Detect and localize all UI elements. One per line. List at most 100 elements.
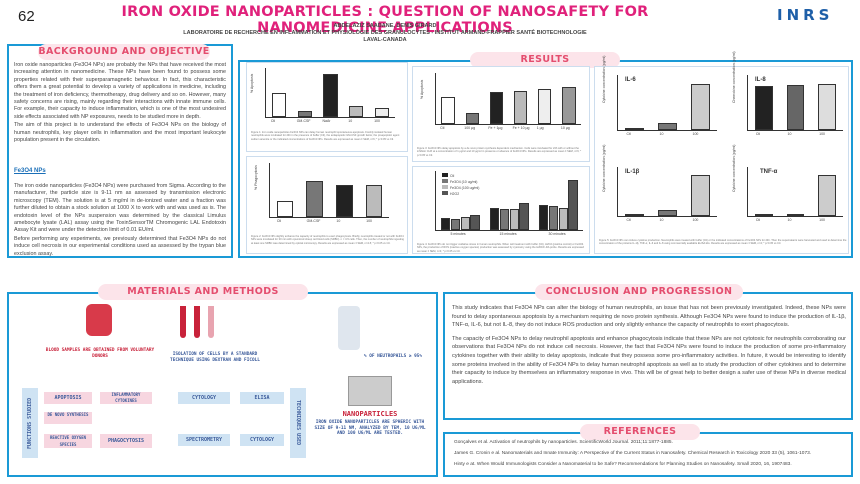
- tick-label: 15 minutes: [499, 232, 517, 236]
- tick-label: 100: [819, 218, 825, 222]
- chart-bar: [625, 214, 644, 216]
- chart-bar: [519, 203, 529, 230]
- chart-bar: [538, 89, 552, 124]
- tick-label: 100: [366, 219, 372, 223]
- fig5-panel: IL-6 Ctl 10 100 Cytokine concentration (pg/…: [594, 51, 849, 254]
- methods-title: MATERIALS AND METHODS: [98, 284, 308, 300]
- legend-entry: Fe3O4 (10 ug/ml): [442, 179, 477, 184]
- functions-label: FUNCTIONS STUDIED: [22, 388, 38, 458]
- logo-text: INRS: [777, 6, 834, 24]
- il8-plot: Ctl 10 100 Chemokine concentration (pg/ml): [732, 51, 843, 136]
- fig4-caption: Figure 4: Fe3O4 NPs do not trigger oxida…: [417, 243, 584, 253]
- legend-entry: Fe3O4 (100 ug/ml): [442, 185, 479, 190]
- chart-bar: [336, 184, 353, 217]
- np-text: The iron oxide nanoparticles (Fe3O4 NPs)…: [14, 183, 226, 259]
- background-title: BACKGROUND AND OBJECTIVE: [38, 44, 210, 60]
- chart-bar: [691, 84, 710, 130]
- chart-bar: [460, 217, 470, 230]
- y-axis-label: % Phagocytosis: [254, 165, 258, 190]
- chart-bar: [450, 219, 460, 230]
- chart-bar: [818, 84, 836, 130]
- reference-item: James G. Cronin e al. Nanomaterials and …: [454, 451, 812, 456]
- chart-bar: [489, 207, 500, 230]
- chart-bar: [271, 93, 286, 117]
- tick-label: Ctl: [755, 132, 761, 136]
- methods-neutrophils: % OF NEUTROPHILS ≥ 95%: [363, 354, 423, 359]
- fig2-panel: Ctl GM-CSF 10 100 % Phagocytosis Figure 2: F…: [246, 156, 408, 254]
- tem-image: [348, 376, 392, 406]
- fig4-panel: 5 minutes 15 minutes 30 minutes Ctl Fe3O4 (1…: [412, 166, 590, 254]
- references-title: REFERENCES: [580, 424, 700, 440]
- fig1-plot: Ctl GM-CSF NaAr 10 100 % Apoptosis: [250, 68, 395, 123]
- chart-bar: [509, 208, 519, 230]
- tick-label: 100: [374, 119, 380, 123]
- tube-icon-3: [208, 306, 214, 338]
- background-p2: The aim of this project is to understand…: [14, 122, 226, 144]
- fig3-panel: Ctl 100 µg Fe + 1µg Fe + 10 µg 1 µg 10 µg % Ap…: [412, 66, 590, 162]
- tick-label: Fe + 10 µg: [512, 126, 530, 130]
- chart-bar: [658, 122, 677, 130]
- tnfa-label: TNF-α: [760, 169, 778, 175]
- lab-name: LABORATOIRE DE RECHERCHE EN INFLAMMATION…: [183, 30, 587, 36]
- chart-bar: [691, 175, 710, 216]
- fig2-plot: Ctl GM-CSF 10 100 % Phagocytosis: [254, 163, 389, 223]
- il1b-plot: Ctl 10 100 Cytokine concentration (pg/ml): [602, 144, 717, 222]
- y-axis-label: Cytokine concentration (pg/ml): [732, 144, 736, 192]
- chart-bar: [625, 128, 644, 130]
- chart-bar: [297, 111, 312, 117]
- fig4-plot: 5 minutes 15 minutes 30 minutes Ctl Fe3O4 (1…: [435, 171, 583, 236]
- tick-label: GM-CSF: [306, 219, 321, 223]
- y-axis-label: Chemokine concentration (pg/ml): [732, 50, 736, 103]
- chart-bar: [658, 209, 677, 216]
- references-list: Gonçalves et al. Activation of neutrophi…: [454, 440, 844, 468]
- tube-icon: [180, 306, 186, 338]
- fig3-caption: Figure 3: Fe3O4 NPs delay apoptosis by a…: [417, 147, 582, 157]
- chart-bar: [786, 214, 805, 216]
- chart-bar: [548, 206, 558, 230]
- conclusion-text: This study indicates that Fe3O4 NPs can …: [452, 304, 846, 387]
- blood-bag-icon: [86, 304, 112, 336]
- fn-ros: REACTIVE OXYGEN SPECIES: [44, 434, 92, 448]
- conclusion-title: CONCLUSION AND PROGRESSION: [535, 284, 743, 300]
- tick-label: Ctl: [755, 218, 761, 222]
- il6-label: IL-6: [625, 77, 636, 83]
- tube-icon-2: [194, 306, 200, 338]
- methods-np-title: NANOPARTICLES: [342, 410, 398, 418]
- chart-bar: [441, 97, 455, 124]
- il8-label: IL-8: [755, 77, 766, 83]
- chart-bar: [499, 209, 509, 230]
- chart-bar: [562, 87, 576, 124]
- y-axis-label: % Apoptosis: [250, 73, 254, 93]
- tick-label: Ctl: [276, 219, 282, 223]
- tech-cytology: CYTOLOGY: [178, 392, 230, 404]
- chart-bar: [568, 179, 578, 230]
- y-axis-label: % Apoptosis: [420, 79, 424, 99]
- chart-bar: [755, 86, 773, 130]
- poster-number: 62: [18, 8, 35, 25]
- tick-label: Ctl: [270, 119, 276, 123]
- tick-label: NaAr: [322, 119, 331, 123]
- conclusion-p1: This study indicates that Fe3O4 NPs can …: [452, 305, 846, 329]
- chart-bar: [375, 108, 390, 117]
- chart-bar: [276, 200, 294, 217]
- methods-isolation: ISOLATION OF CELLS BY A STANDARD TECHNIQ…: [170, 352, 260, 363]
- np-p4: Before performing any experiments, we pr…: [14, 235, 226, 257]
- tick-label: 10: [787, 218, 792, 222]
- tick-label: 100: [692, 132, 699, 136]
- np-subheading: Fe3O4 NPs: [14, 168, 46, 174]
- chart-bar: [465, 112, 479, 124]
- chart-bar: [818, 175, 836, 216]
- y-axis-label: Cytokine concentration (pg/ml): [602, 144, 606, 192]
- tick-label: 1 µg: [536, 126, 544, 130]
- tick-label: 100 µg: [464, 126, 476, 130]
- techniques-label: TECHNIQUES USED: [290, 388, 306, 458]
- tnfa-plot: Ctl 10 100 Cytokine concentration (pg/ml): [732, 144, 843, 222]
- tick-label: 5 minutes: [450, 232, 466, 236]
- methods-np-desc: IRON OXIDE NANOPARTICLES ARE SPHERIC WIT…: [314, 420, 426, 436]
- poster-title: IRON OXIDE NANOPARTICLES : QUESTION OF N…: [121, 4, 649, 36]
- tick-label: 10: [348, 119, 353, 123]
- methods-blood: BLOOD SAMPLES ARE OBTAINED FROM VOLUNTAR…: [45, 348, 155, 359]
- tech-elisa: ELISA: [240, 392, 284, 404]
- il1b-label: IL-1β: [625, 169, 640, 175]
- tech-cytology-2: CYTOLOGY: [240, 434, 284, 446]
